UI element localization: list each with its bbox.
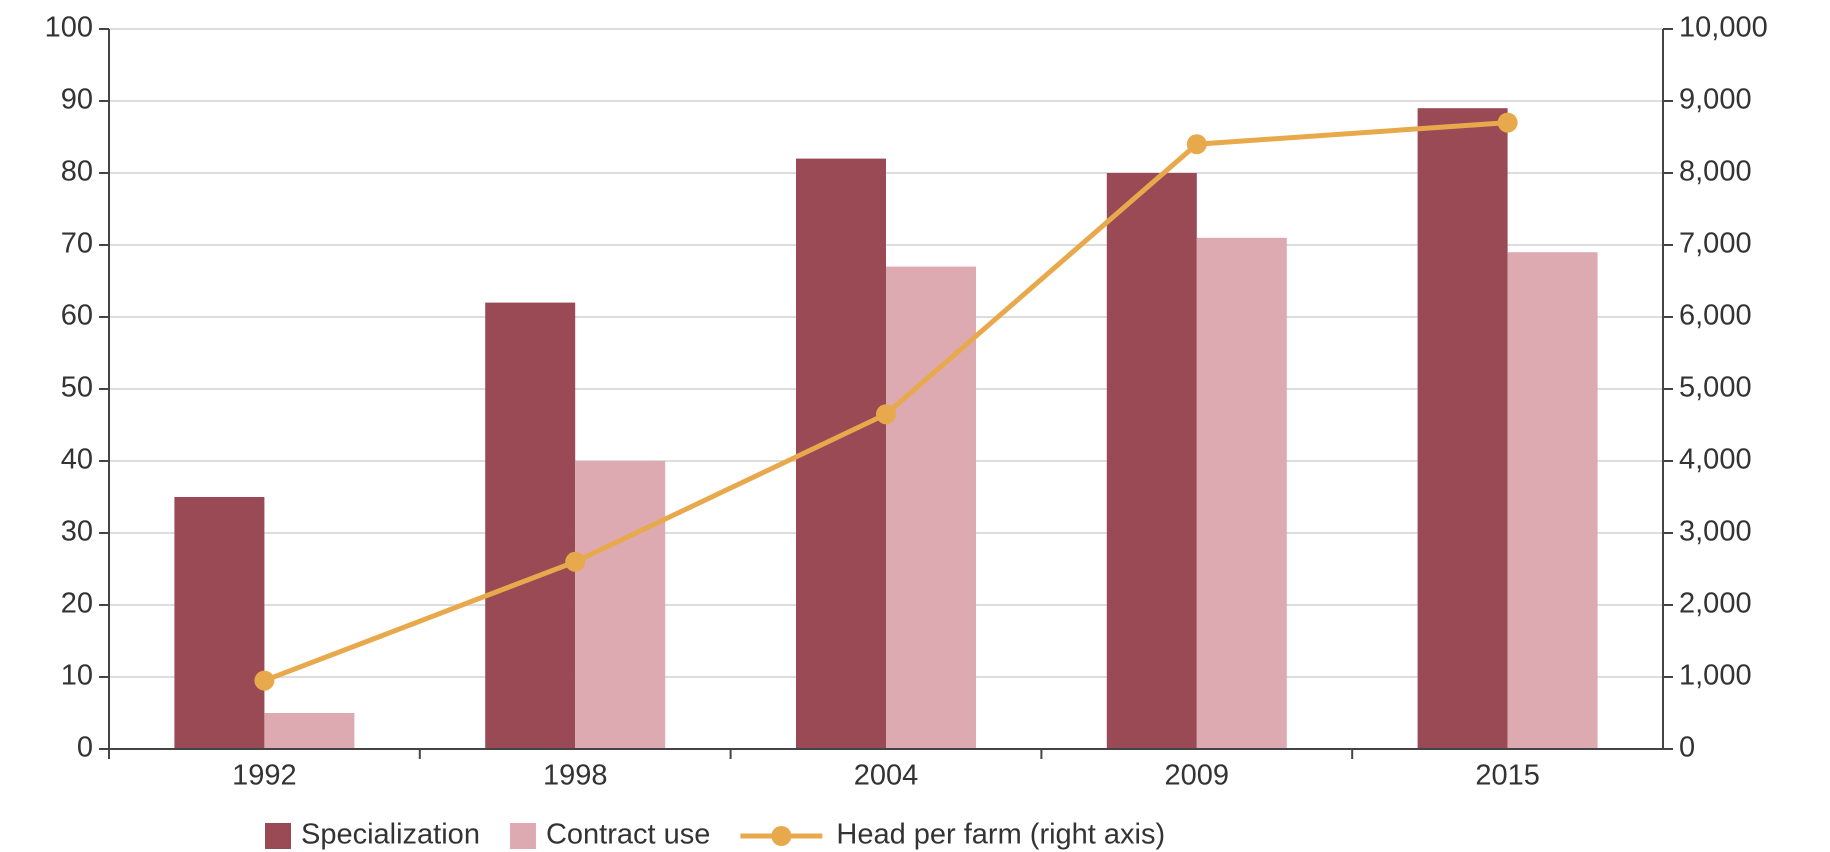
x-tick-label: 2009 [1165,760,1230,792]
x-tick-label: 2004 [854,760,919,792]
y2-tick-label: 2,000 [1679,588,1752,620]
y-tick-label: 10 [61,660,93,692]
bar [485,302,576,749]
legend-label: Specialization [301,819,480,851]
bar [1417,108,1508,749]
x-tick-label: 1992 [232,760,297,792]
y2-tick-label: 10,000 [1679,12,1768,44]
legend-label: Head per farm (right axis) [836,819,1165,851]
y2-tick-label: 9,000 [1679,84,1752,116]
y2-tick-label: 0 [1679,732,1695,764]
y2-tick-label: 5,000 [1679,372,1752,404]
legend-swatch [265,823,291,849]
y-tick-label: 50 [61,372,93,404]
y2-tick-label: 7,000 [1679,228,1752,260]
y2-tick-label: 1,000 [1679,660,1752,692]
y-tick-label: 90 [61,84,93,116]
legend-label: Contract use [546,819,710,851]
bar [1507,252,1598,749]
line-point [1497,112,1518,133]
y-tick-label: 40 [61,444,93,476]
line-point [254,670,275,691]
line-point [876,404,896,425]
bar [174,497,265,749]
bar [575,461,666,749]
bar [1196,237,1287,750]
y-tick-label: 20 [61,588,93,620]
y-tick-label: 0 [77,732,93,764]
line-point [565,551,586,572]
bar [886,266,976,749]
y-tick-label: 80 [61,156,93,188]
line-point [1186,134,1207,155]
x-tick-label: 2015 [1475,760,1540,792]
y2-tick-label: 8,000 [1679,156,1752,188]
x-tick-label: 1998 [543,760,608,792]
y2-tick-label: 6,000 [1679,300,1752,332]
y2-tick-label: 3,000 [1679,516,1752,548]
y-tick-label: 30 [61,516,93,548]
y-tick-label: 70 [61,228,93,260]
y-tick-label: 60 [61,300,93,332]
bar [1106,173,1197,749]
legend-swatch [509,823,536,849]
bar [796,158,886,750]
legend-marker [771,826,792,846]
bar [264,713,355,749]
y-tick-label: 100 [45,12,93,44]
y2-tick-label: 4,000 [1679,444,1752,476]
